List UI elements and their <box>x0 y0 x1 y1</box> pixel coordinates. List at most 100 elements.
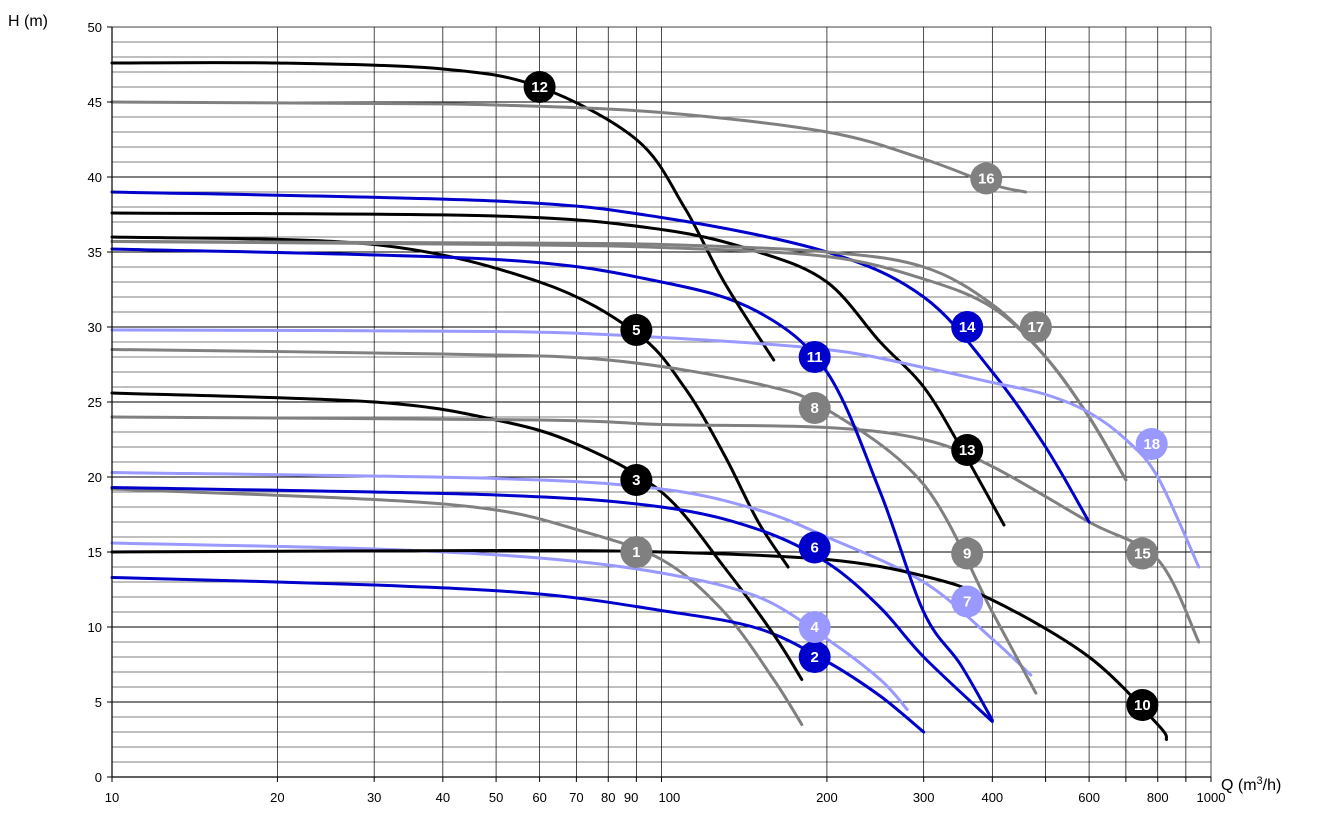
curve-marker-4: 4 <box>798 611 831 643</box>
major-grid <box>112 27 1211 777</box>
curves <box>110 61 1201 741</box>
x-tick-label: 100 <box>659 790 681 805</box>
curve-marker-12: 12 <box>523 71 556 103</box>
marker-circle <box>798 611 831 643</box>
marker-label: 2 <box>811 649 819 666</box>
axes <box>107 26 1212 782</box>
marker-circle <box>951 585 984 618</box>
curve-17 <box>110 240 1128 482</box>
curve-marker-11: 11 <box>798 341 831 373</box>
marker-circle <box>620 314 653 346</box>
x-tick-label: 70 <box>569 790 583 805</box>
marker-label: 18 <box>1143 436 1160 453</box>
marker-circle <box>951 537 984 570</box>
curve-6 <box>110 486 994 723</box>
curve-3 <box>110 391 804 681</box>
x-tick-label: 600 <box>1078 790 1100 805</box>
marker-circle <box>1019 311 1052 343</box>
y-tick-label: 0 <box>95 770 102 785</box>
curve-2 <box>110 576 926 734</box>
curve-marker-15: 15 <box>1126 537 1159 570</box>
marker-circle <box>951 434 984 466</box>
marker-label: 5 <box>632 322 640 339</box>
curve-marker-2: 2 <box>798 641 831 673</box>
curve-marker-14: 14 <box>951 311 984 343</box>
curve-13 <box>110 211 1006 527</box>
x-axis-title: Q (m3/h) <box>1221 775 1281 794</box>
marker-label: 6 <box>811 540 819 557</box>
y-tick-label: 40 <box>88 170 102 185</box>
y-tick-label: 50 <box>88 20 102 35</box>
x-tick-label: 800 <box>1147 790 1169 805</box>
marker-label: 1 <box>632 544 640 561</box>
marker-label: 4 <box>811 619 820 636</box>
curve-marker-7: 7 <box>951 585 984 618</box>
curve-marker-5: 5 <box>620 314 653 346</box>
curve-8 <box>110 348 1038 695</box>
curve-1 <box>110 487 804 726</box>
marker-circle <box>620 464 653 496</box>
marker-circle <box>970 162 1003 195</box>
marker-circle <box>1135 428 1168 460</box>
y-tick-label: 35 <box>88 245 102 260</box>
y-tick-label: 25 <box>88 395 102 410</box>
curve-marker-13: 13 <box>951 434 984 466</box>
curve-4 <box>110 541 909 711</box>
marker-circle <box>798 392 831 424</box>
curve-marker-1: 1 <box>620 536 653 568</box>
marker-label: 8 <box>811 400 819 417</box>
y-tick-label: 5 <box>95 695 102 710</box>
x-tick-label: 90 <box>624 790 638 805</box>
marker-circle <box>620 536 653 568</box>
marker-label: 17 <box>1027 319 1044 336</box>
curve-marker-17: 17 <box>1019 311 1052 343</box>
marker-circle <box>951 311 984 343</box>
x-tick-label: 30 <box>367 790 381 805</box>
marker-label: 15 <box>1134 546 1151 563</box>
x-axis-title-main: Q (m <box>1221 777 1257 794</box>
curve-marker-6: 6 <box>798 531 831 564</box>
curve-18 <box>110 328 1201 569</box>
x-tick-label: 60 <box>532 790 546 805</box>
curve-marker-16: 16 <box>970 162 1003 195</box>
x-axis-title-tail: /h) <box>1263 777 1282 794</box>
y-tick-label: 10 <box>88 620 102 635</box>
marker-label: 11 <box>807 349 823 366</box>
x-tick-label: 400 <box>981 790 1003 805</box>
x-tick-label: 80 <box>601 790 615 805</box>
curve-marker-8: 8 <box>798 392 831 424</box>
marker-circle <box>1126 689 1159 721</box>
marker-circle <box>1126 537 1159 570</box>
y-axis-title: H (m) <box>8 13 48 30</box>
marker-circle <box>798 531 831 564</box>
marker-label: 12 <box>531 79 548 96</box>
x-tick-label: 40 <box>436 790 450 805</box>
curve-marker-3: 3 <box>620 464 653 496</box>
x-tick-label: 300 <box>913 790 935 805</box>
y-tick-label: 15 <box>88 545 102 560</box>
y-tick-label: 30 <box>88 320 102 335</box>
x-tick-label: 50 <box>489 790 503 805</box>
x-axis-title-sup: 3 <box>1257 775 1263 787</box>
marker-circle <box>798 641 831 673</box>
marker-label: 10 <box>1134 697 1151 714</box>
marker-circle <box>523 71 556 103</box>
marker-label: 14 <box>959 319 976 336</box>
curve-marker-18: 18 <box>1135 428 1168 460</box>
marker-label: 9 <box>963 546 971 563</box>
curve-marker-10: 10 <box>1126 689 1159 721</box>
curve-10 <box>110 548 1169 741</box>
marker-circle <box>798 341 831 373</box>
marker-label: 13 <box>959 442 976 459</box>
marker-label: 16 <box>978 171 995 188</box>
curve-11 <box>110 247 994 722</box>
x-tick-label: 20 <box>270 790 284 805</box>
marker-label: 3 <box>632 472 640 489</box>
x-tick-label: 200 <box>816 790 838 805</box>
x-tick-label: 10 <box>105 790 119 805</box>
curve-12 <box>110 61 776 362</box>
y-tick-label: 20 <box>88 470 102 485</box>
